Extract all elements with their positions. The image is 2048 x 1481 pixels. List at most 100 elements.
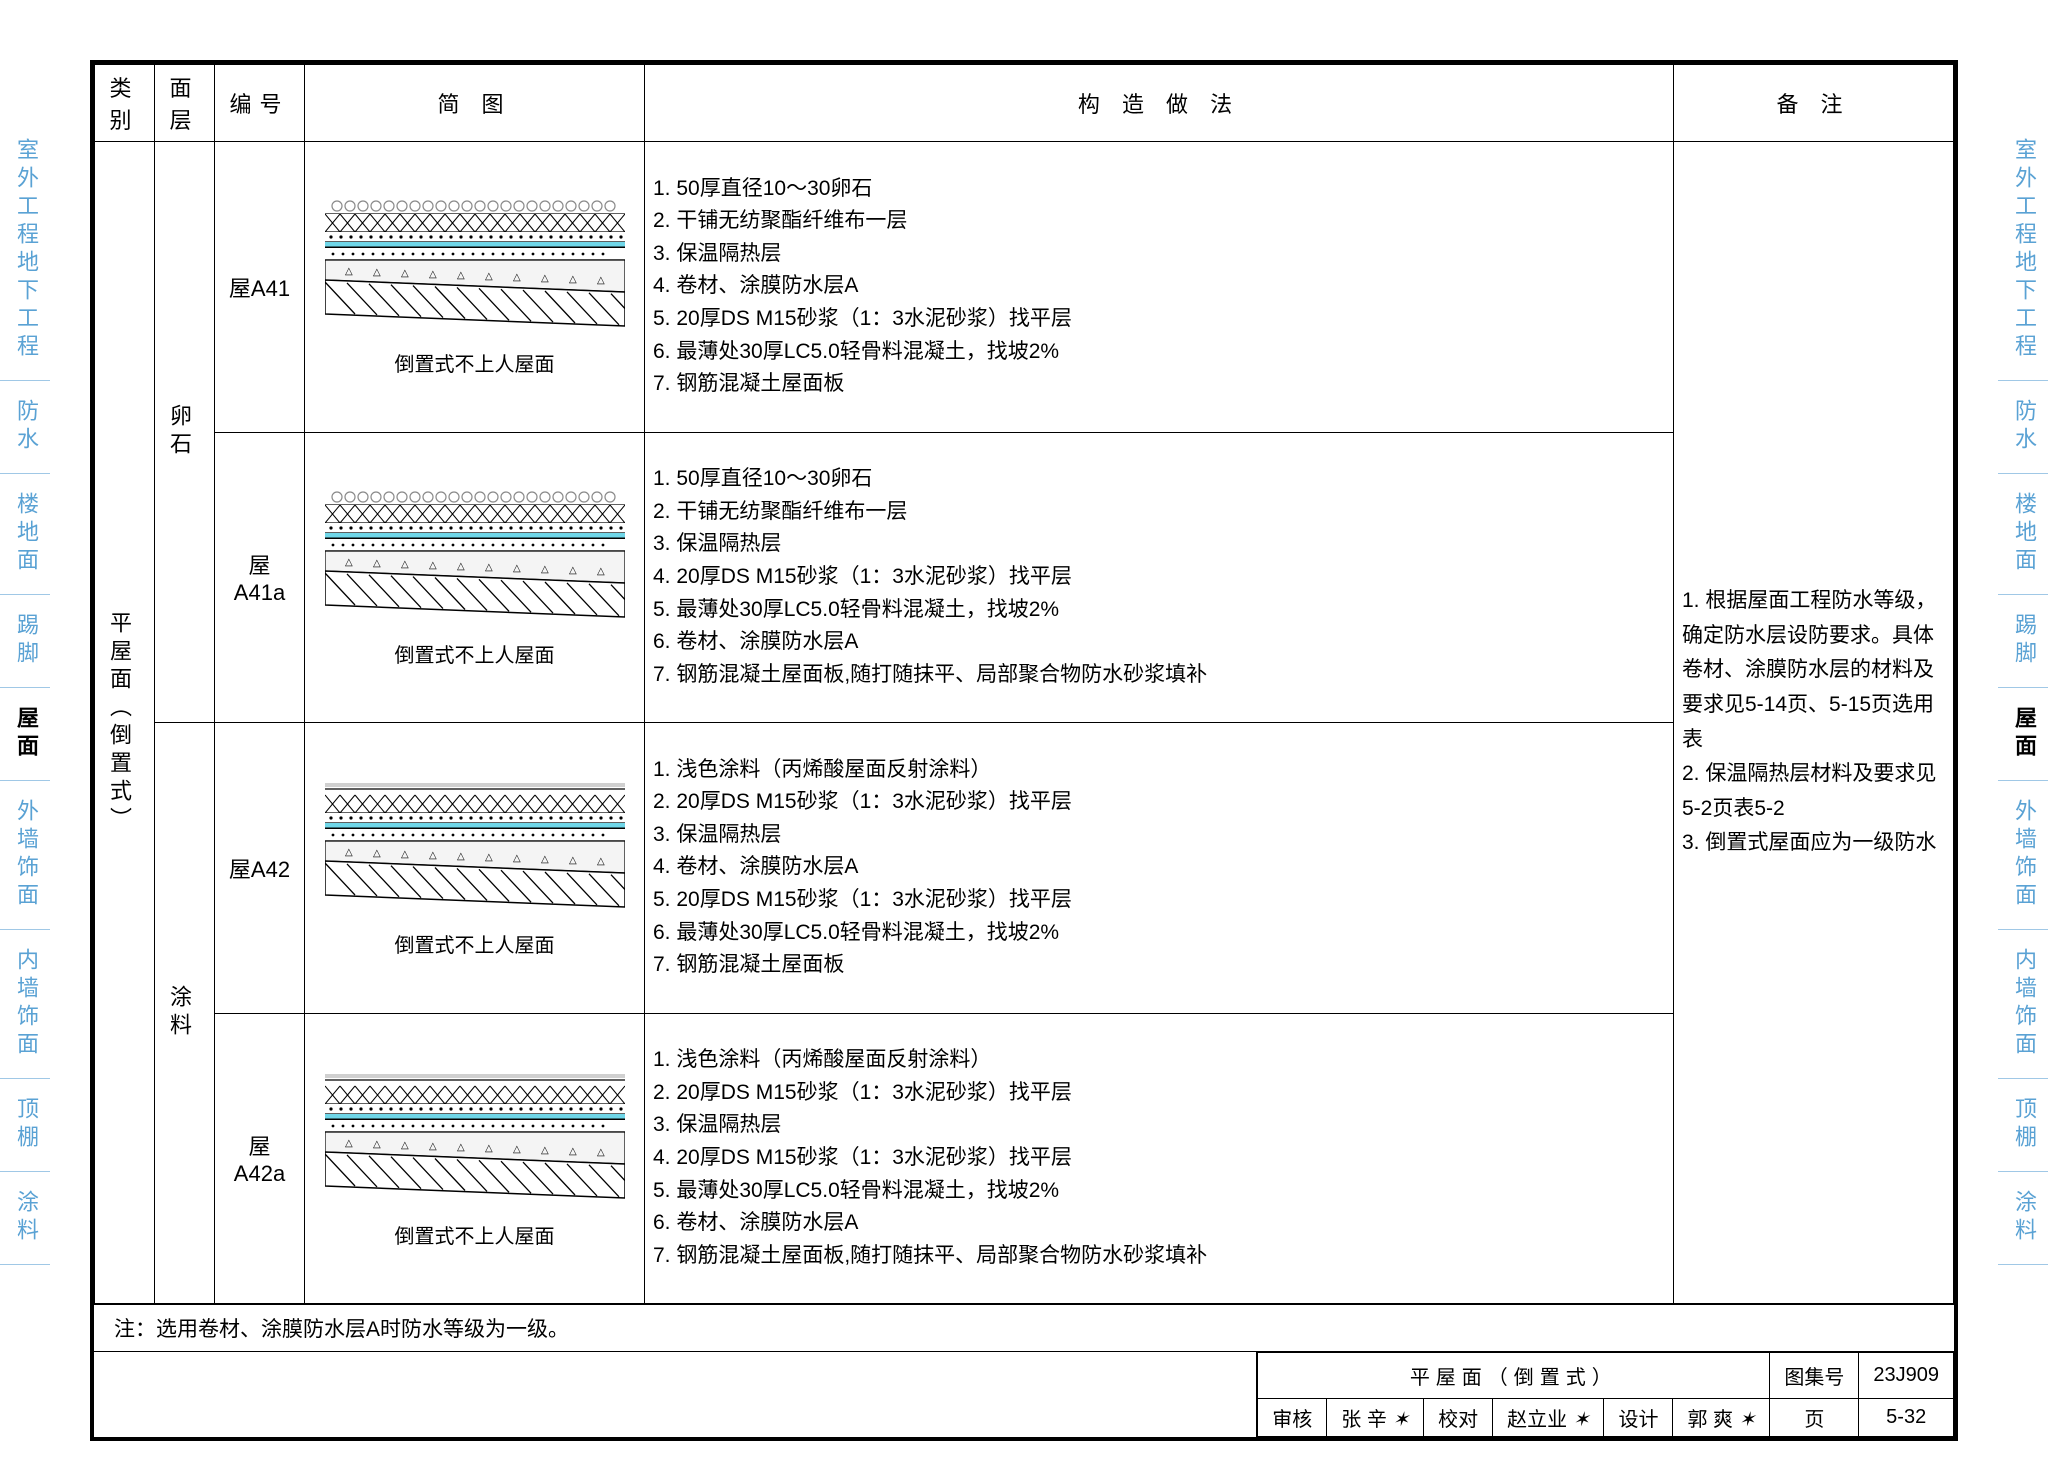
method-item: 1. 浅色涂料（丙烯酸屋面反射涂料） bbox=[653, 754, 1665, 787]
svg-text:△: △ bbox=[401, 559, 409, 570]
svg-text:△: △ bbox=[569, 855, 577, 866]
svg-text:△: △ bbox=[373, 848, 381, 859]
method-item: 4. 卷材、涂膜防水层A bbox=[653, 851, 1665, 884]
svg-text:△: △ bbox=[569, 274, 577, 285]
row-method: 1. 50厚直径10～30卵石2. 干铺无纺聚酯纤维布一层3. 保温隔热层4. … bbox=[645, 142, 1674, 433]
svg-text:△: △ bbox=[541, 854, 549, 865]
check-signature: ✶ bbox=[1573, 1409, 1590, 1431]
method-item: 7. 钢筋混凝土屋面板 bbox=[653, 368, 1665, 401]
header-row: 类别 面层 编号 简 图 构 造 做 法 备 注 bbox=[95, 65, 1954, 142]
svg-text:△: △ bbox=[569, 1146, 577, 1157]
side-tab[interactable]: 外墙饰面 bbox=[1998, 781, 2048, 930]
row-method: 1. 浅色涂料（丙烯酸屋面反射涂料）2. 20厚DS M15砂浆（1：3水泥砂浆… bbox=[645, 1013, 1674, 1304]
remark-item: 2. 保温隔热层材料及要求见5-2页表5-2 bbox=[1682, 757, 1945, 826]
header-surface: 面层 bbox=[155, 65, 215, 142]
row-method: 1. 浅色涂料（丙烯酸屋面反射涂料）2. 20厚DS M15砂浆（1：3水泥砂浆… bbox=[645, 723, 1674, 1014]
side-tab[interactable]: 室外工程地下工程 bbox=[1998, 120, 2048, 381]
side-tab[interactable]: 顶棚 bbox=[1998, 1079, 2048, 1172]
row-code: 屋A42a bbox=[215, 1013, 305, 1304]
side-tab[interactable]: 防水 bbox=[0, 381, 50, 474]
surface-label: 卵石 bbox=[163, 404, 195, 460]
row-code: 屋A42 bbox=[215, 723, 305, 1014]
method-item: 7. 钢筋混凝土屋面板 bbox=[653, 949, 1665, 982]
svg-text:△: △ bbox=[345, 266, 353, 277]
svg-text:△: △ bbox=[485, 271, 493, 282]
row-method: 1. 50厚直径10～30卵石2. 干铺无纺聚酯纤维布一层3. 保温隔热层4. … bbox=[645, 432, 1674, 723]
svg-text:△: △ bbox=[429, 850, 437, 861]
remarks-cell: 1. 根据屋面工程防水等级，确定防水层设防要求。具体卷材、涂膜防水层的材料及要求… bbox=[1674, 142, 1954, 1304]
method-item: 1. 浅色涂料（丙烯酸屋面反射涂料） bbox=[653, 1044, 1665, 1077]
side-tab[interactable]: 顶棚 bbox=[0, 1079, 50, 1172]
row-diagram: △△△△△△△△△△ 倒置式不上人屋面 bbox=[305, 723, 645, 1014]
svg-text:△: △ bbox=[513, 563, 521, 574]
svg-text:△: △ bbox=[513, 853, 521, 864]
method-item: 1. 50厚直径10～30卵石 bbox=[653, 173, 1665, 206]
side-tab[interactable]: 内墙饰面 bbox=[0, 930, 50, 1079]
svg-text:△: △ bbox=[597, 856, 605, 867]
svg-text:△: △ bbox=[597, 275, 605, 286]
review-name: 张 辛 bbox=[1341, 1409, 1387, 1431]
svg-text:△: △ bbox=[569, 565, 577, 576]
side-tab[interactable]: 外墙饰面 bbox=[0, 781, 50, 930]
left-side-tabs: 室外工程地下工程防水楼地面踢脚屋面外墙饰面内墙饰面顶棚涂料 bbox=[0, 0, 50, 1481]
side-tab[interactable]: 踢脚 bbox=[0, 595, 50, 688]
method-item: 4. 20厚DS M15砂浆（1：3水泥砂浆）找平层 bbox=[653, 561, 1665, 594]
method-item: 4. 卷材、涂膜防水层A bbox=[653, 270, 1665, 303]
check-label: 校对 bbox=[1424, 1399, 1493, 1437]
method-item: 7. 钢筋混凝土屋面板,随打随抹平、局部聚合物防水砂浆填补 bbox=[653, 1240, 1665, 1273]
method-item: 2. 干铺无纺聚酯纤维布一层 bbox=[653, 205, 1665, 238]
spec-table: 类别 面层 编号 简 图 构 造 做 法 备 注 平屋面（倒置式）卵石屋A41 bbox=[94, 64, 1954, 1304]
svg-text:△: △ bbox=[401, 1140, 409, 1151]
row-code: 屋A41a bbox=[215, 432, 305, 723]
method-item: 3. 保温隔热层 bbox=[653, 1109, 1665, 1142]
row-diagram: △△△△△△△△△△ 倒置式不上人屋面 bbox=[305, 142, 645, 433]
diagram-caption: 倒置式不上人屋面 bbox=[313, 639, 636, 668]
remark-item: 3. 倒置式屋面应为一级防水 bbox=[1682, 826, 1945, 861]
spec-row: 平屋面（倒置式）卵石屋A41 △△△△△△△△△△ 倒置式不上人屋面1. 50厚… bbox=[95, 142, 1954, 433]
review-label: 审核 bbox=[1258, 1399, 1327, 1437]
side-tab[interactable]: 屋面 bbox=[1998, 688, 2048, 781]
title-block: 平屋面（倒置式） 图集号 23J909 审核 张 辛 ✶ 校对 赵立业 ✶ 设计… bbox=[94, 1351, 1954, 1437]
title-block-table: 平屋面（倒置式） 图集号 23J909 审核 张 辛 ✶ 校对 赵立业 ✶ 设计… bbox=[1257, 1352, 1954, 1437]
side-tab[interactable]: 室外工程地下工程 bbox=[0, 120, 50, 381]
atlas-label: 图集号 bbox=[1770, 1353, 1859, 1399]
side-tab[interactable]: 楼地面 bbox=[0, 474, 50, 595]
svg-text:△: △ bbox=[457, 270, 465, 281]
svg-text:△: △ bbox=[429, 1141, 437, 1152]
svg-text:△: △ bbox=[401, 849, 409, 860]
svg-text:△: △ bbox=[485, 562, 493, 573]
method-item: 2. 20厚DS M15砂浆（1：3水泥砂浆）找平层 bbox=[653, 1077, 1665, 1110]
header-diagram: 简 图 bbox=[305, 65, 645, 142]
header-remarks: 备 注 bbox=[1674, 65, 1954, 142]
svg-text:△: △ bbox=[429, 560, 437, 571]
footer-note: 注：选用卷材、涂膜防水层A时防水等级为一级。 bbox=[94, 1304, 1954, 1351]
header-category: 类别 bbox=[95, 65, 155, 142]
svg-text:△: △ bbox=[597, 1147, 605, 1158]
remark-item: 1. 根据屋面工程防水等级，确定防水层设防要求。具体卷材、涂膜防水层的材料及要求… bbox=[1682, 584, 1945, 757]
check-name: 赵立业 bbox=[1507, 1409, 1567, 1431]
surface-label: 涂料 bbox=[163, 985, 195, 1041]
method-item: 3. 保温隔热层 bbox=[653, 238, 1665, 271]
side-tab[interactable]: 屋面 bbox=[0, 688, 50, 781]
side-tab[interactable]: 涂料 bbox=[0, 1172, 50, 1265]
method-item: 5. 20厚DS M15砂浆（1：3水泥砂浆）找平层 bbox=[653, 303, 1665, 336]
side-tab[interactable]: 涂料 bbox=[1998, 1172, 2048, 1265]
svg-text:△: △ bbox=[401, 268, 409, 279]
method-item: 6. 卷材、涂膜防水层A bbox=[653, 1207, 1665, 1240]
side-tab[interactable]: 防水 bbox=[1998, 381, 2048, 474]
method-item: 6. 最薄处30厚LC5.0轻骨料混凝土，找坡2% bbox=[653, 336, 1665, 369]
row-diagram: △△△△△△△△△△ 倒置式不上人屋面 bbox=[305, 432, 645, 723]
side-tab[interactable]: 内墙饰面 bbox=[1998, 930, 2048, 1079]
review-signature: ✶ bbox=[1392, 1409, 1409, 1431]
svg-text:△: △ bbox=[457, 561, 465, 572]
svg-text:△: △ bbox=[541, 1145, 549, 1156]
method-item: 6. 卷材、涂膜防水层A bbox=[653, 626, 1665, 659]
method-item: 1. 50厚直径10～30卵石 bbox=[653, 463, 1665, 496]
method-item: 7. 钢筋混凝土屋面板,随打随抹平、局部聚合物防水砂浆填补 bbox=[653, 659, 1665, 692]
side-tab[interactable]: 楼地面 bbox=[1998, 474, 2048, 595]
design-signature: ✶ bbox=[1739, 1409, 1756, 1431]
method-item: 3. 保温隔热层 bbox=[653, 528, 1665, 561]
side-tab[interactable]: 踢脚 bbox=[1998, 595, 2048, 688]
method-item: 3. 保温隔热层 bbox=[653, 819, 1665, 852]
svg-text:△: △ bbox=[457, 851, 465, 862]
